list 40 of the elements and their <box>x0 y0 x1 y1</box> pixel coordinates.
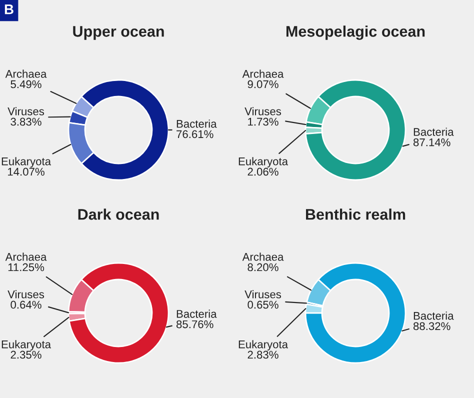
data-label: 14.07% <box>8 168 44 176</box>
data-label: 9.07% <box>248 80 278 88</box>
data-label: 76.61% <box>176 130 214 138</box>
data-label: 8.20% <box>248 263 278 272</box>
chart-title: Upper ocean <box>73 26 164 40</box>
slice-label: Eukaryota <box>2 157 52 168</box>
slice-label: Viruses <box>8 107 44 116</box>
chart-title: Benthic realm <box>306 208 406 220</box>
slice-label: Bacteria <box>176 310 217 318</box>
slice-label: Archaea <box>242 70 284 78</box>
slice-label: Eukaryota <box>238 157 288 168</box>
slice-label: Bacteria <box>176 120 217 128</box>
data-label: 85.76% <box>176 320 214 328</box>
slice-label: Bacteria <box>414 128 454 136</box>
data-label: 11.25% <box>8 263 44 272</box>
data-label: 0.64% <box>10 300 42 309</box>
slice-label: Viruses <box>244 107 282 116</box>
data-label: 2.06% <box>248 168 278 176</box>
donut-slice <box>304 262 406 364</box>
slice-label: Archaea <box>5 252 47 261</box>
data-label: 2.35% <box>10 350 42 359</box>
slice-label: Viruses <box>244 290 282 298</box>
donut-slice <box>68 262 170 364</box>
donut-slice <box>304 79 406 181</box>
data-label: 5.49% <box>10 80 42 88</box>
slice-label: Bacteria <box>414 312 454 320</box>
slice-label: Archaea <box>242 252 284 261</box>
data-label: 88.32% <box>413 322 450 330</box>
slice-label: Eukaryota <box>238 340 288 350</box>
slice-label: Eukaryota <box>2 340 52 350</box>
data-label: 0.65% <box>248 300 278 309</box>
data-label: 2.83% <box>248 350 278 359</box>
data-label: 3.83% <box>10 118 42 126</box>
chart-title: Mesopelagic ocean <box>286 26 425 40</box>
data-label: 1.73% <box>248 118 278 126</box>
text: B <box>4 4 14 14</box>
chart-title: Dark ocean <box>78 208 159 220</box>
data-label: 87.14% <box>413 138 450 146</box>
slice-label: Archaea <box>5 70 47 78</box>
slice-label: Viruses <box>8 290 44 298</box>
